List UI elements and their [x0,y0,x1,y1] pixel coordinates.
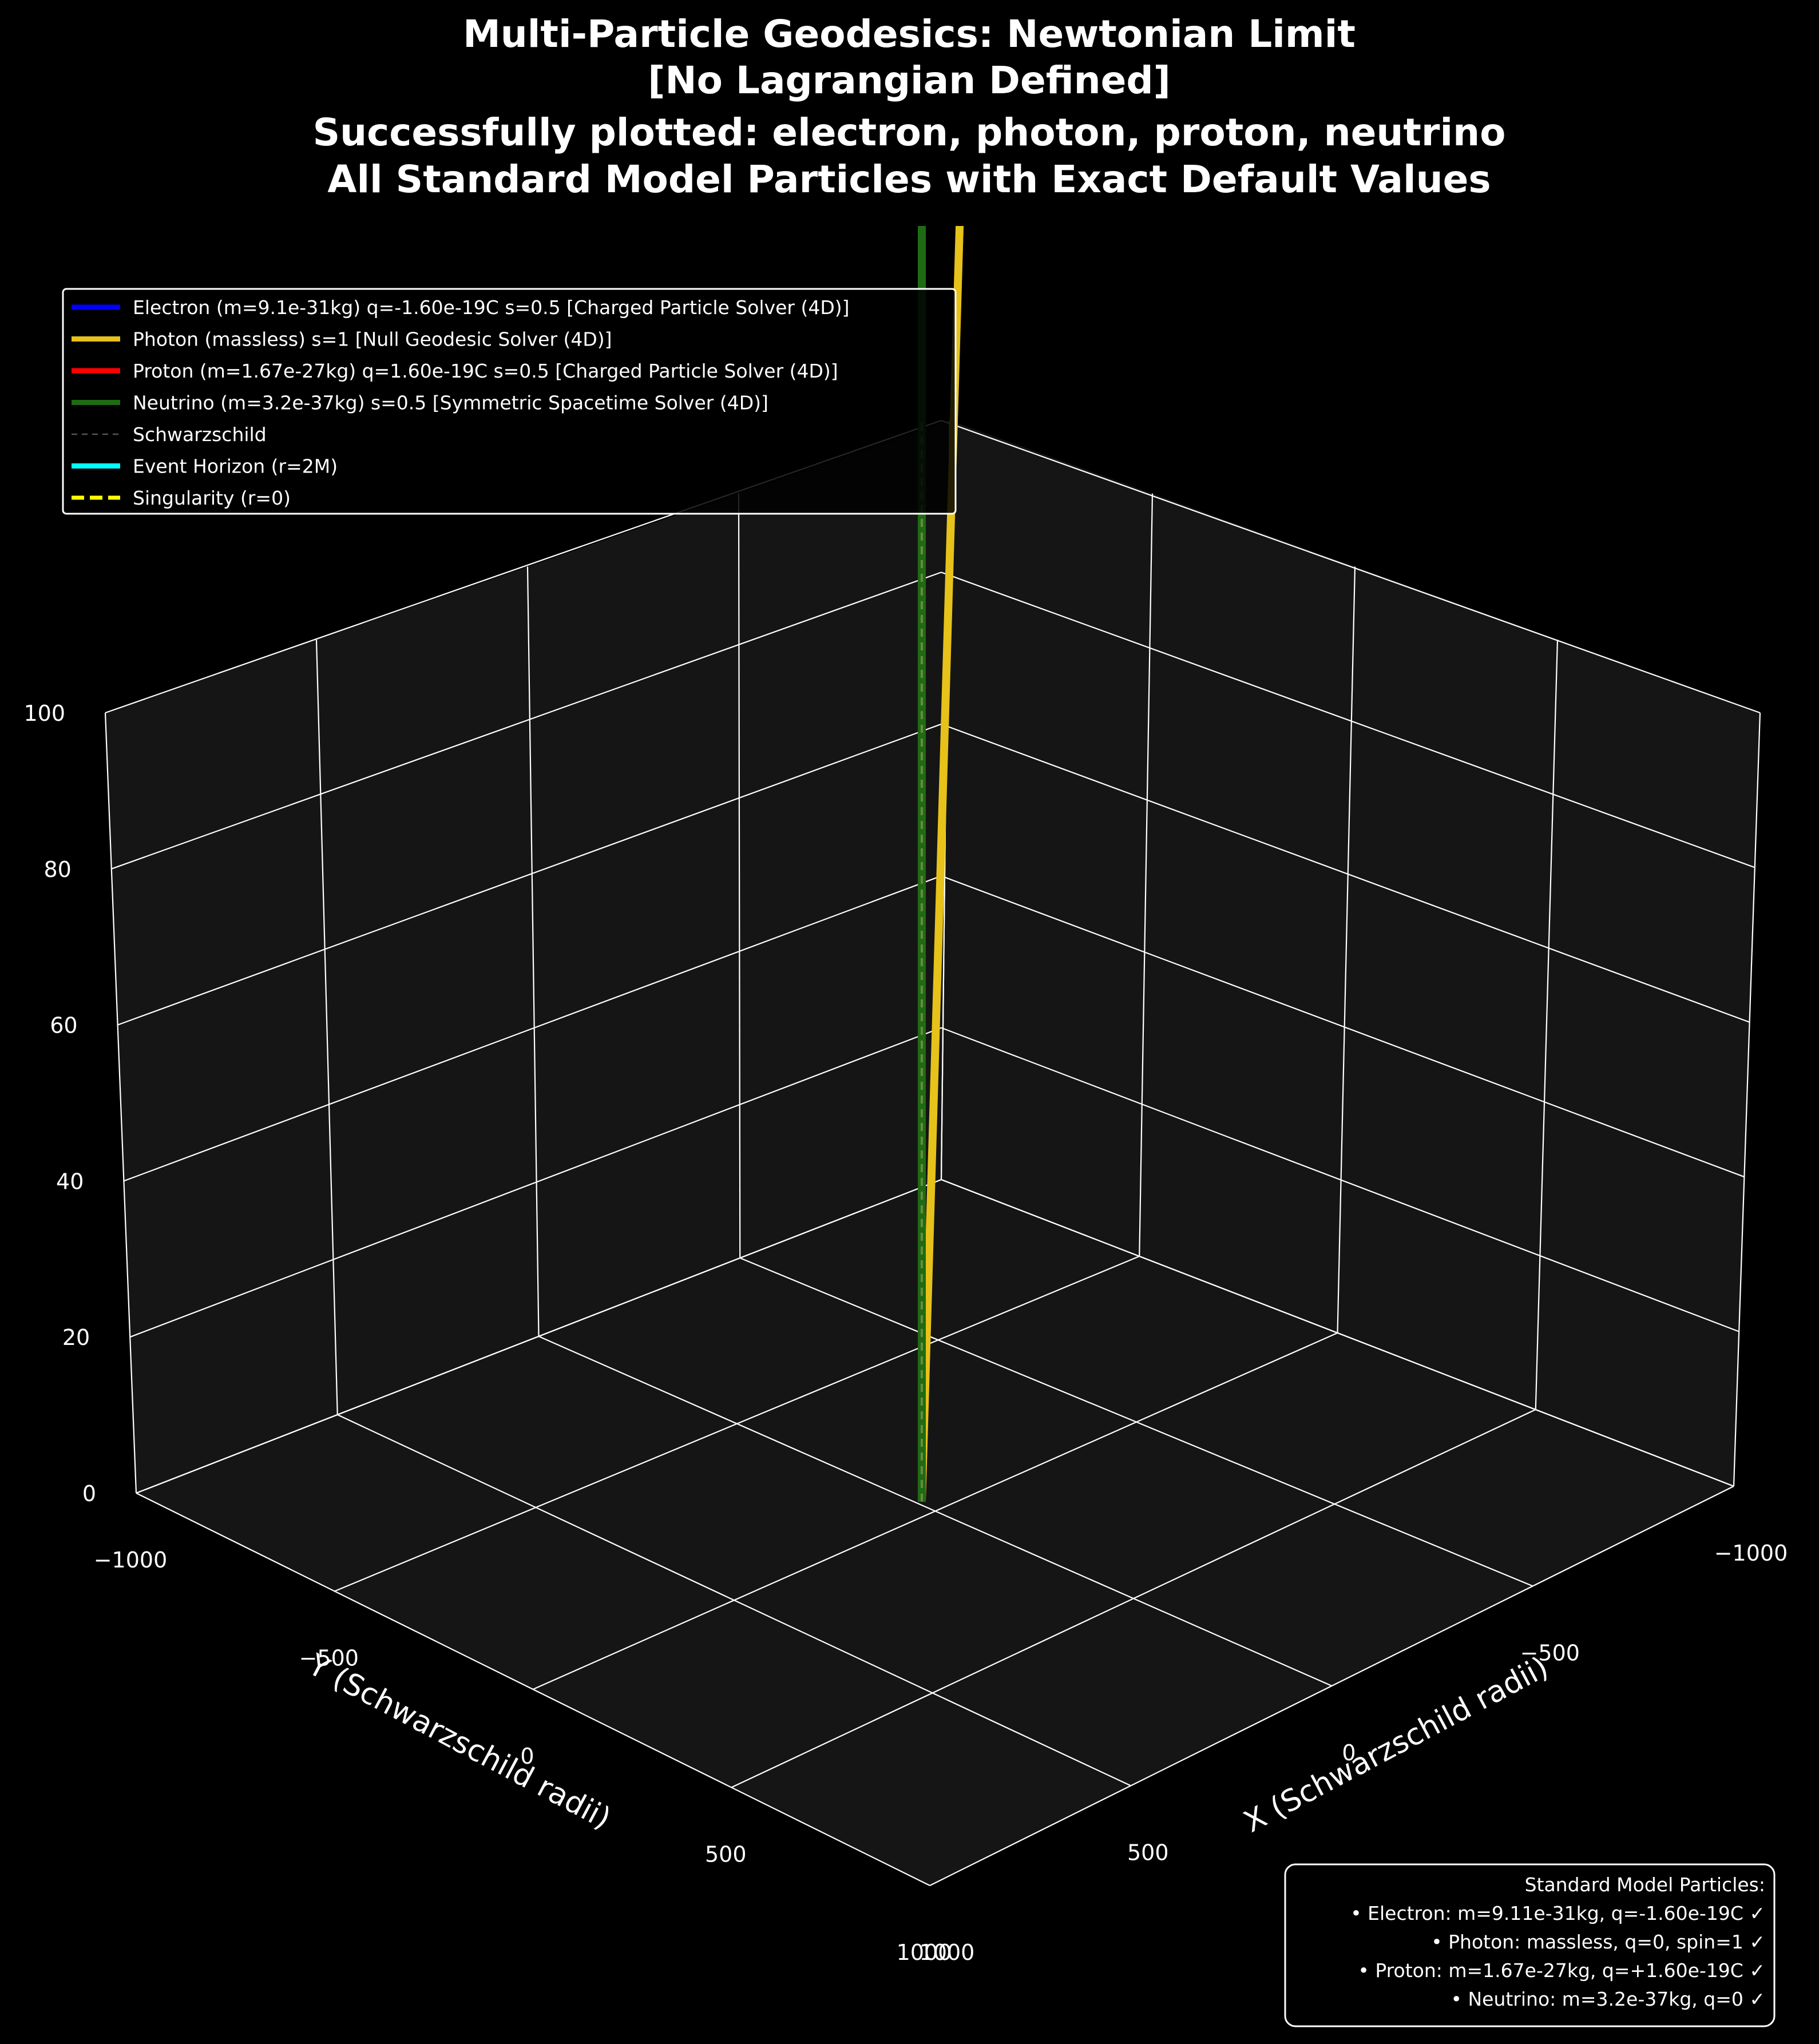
x-tick-label: 0 [1342,1740,1356,1765]
z-tick-label: 0 [82,1481,96,1506]
y-tick-label: 1000 [897,1940,952,1965]
info-box-line: Standard Model Particles: [1525,1874,1765,1896]
legend-entries: Electron (m=9.1e-31kg) q=-1.60e-19C s=0.… [72,296,850,509]
right-wall-pane [941,420,1760,1486]
x-tick-label: 1000 [920,1940,975,1965]
legend-label: Photon (massless) s=1 [Null Geodesic Sol… [133,328,612,351]
y-tick-label: −1000 [94,1547,168,1573]
legend-label: Event Horizon (r=2M) [133,455,338,478]
floor-gridline-y [731,1409,1536,1788]
chart-title: Multi-Particle Geodesics: Newtonian Limi… [313,12,1506,201]
z-tick-label: 80 [43,857,71,882]
z-tick-label: 20 [62,1325,90,1350]
left-wall-gridline-z [124,875,942,1182]
x-tick-label: −500 [1520,1641,1580,1666]
legend-label: Singularity (r=0) [133,487,291,509]
x-tick-label: 500 [1127,1840,1169,1866]
info-box-line: • Neutrino: m=3.2e-37kg, q=0 ✓ [1451,1988,1766,2010]
title-line-2: [No Lagrangian Defined] [648,58,1171,102]
y-tick-label: 0 [520,1744,534,1769]
left-wall-gridline-vertical [526,566,540,1337]
right-wall-gridline-vertical [1535,640,1559,1410]
axis-tick-labels: 0 20 40 60 80 100 −1000 −500 0 500 1000 −1000 −500 0 5… [23,701,1788,1965]
z-tick-label: 60 [50,1013,77,1038]
info-box-frame [1284,1863,1776,2027]
legend-label: Electron (m=9.1e-31kg) q=-1.60e-19C s=0.… [133,296,850,319]
series-lines [918,226,964,1502]
floor-gridline-y [929,1486,1734,1886]
legend-label: Schwarzschild [133,423,267,446]
left-wall-gridline-z [117,723,942,1026]
right-wall-gridline-z [941,419,1761,714]
right-wall-gridline-vertical [1337,566,1356,1333]
floor-pane [136,1180,1734,1886]
left-wall-gridline-z [136,1178,942,1494]
right-wall-gridline-z [941,1027,1739,1332]
legend-frame [62,288,957,515]
legend-label: Proton (m=1.67e-27kg) q=1.60e-19C s=0.5 … [133,360,838,382]
left-wall-gridline-vertical [738,493,741,1259]
y-tick-label: −500 [299,1646,359,1671]
info-box-lines: Standard Model Particles: • Electron: m=9… [1350,1874,1765,2010]
info-box-line: • Photon: massless, q=0, spin=1 ✓ [1431,1931,1765,1953]
title-line-4: All Standard Model Particles with Exact … [327,157,1491,201]
left-wall-gridline-z [111,571,942,870]
right-wall-gridline-vertical [1733,712,1761,1487]
right-wall-gridline-z [941,875,1745,1178]
y-tick-label: 500 [705,1842,747,1867]
floor-gridline-y [533,1332,1338,1690]
left-wall-gridline-vertical [104,712,137,1494]
info-box: Standard Model Particles: • Electron: m=9… [1284,1863,1776,2027]
z-tick-label: 40 [56,1169,84,1194]
left-wall-gridline-vertical [315,640,338,1415]
right-wall-gridline-vertical [1139,493,1154,1257]
legend-label: Neutrino (m=3.2e-37kg) s=0.5 [Symmetric … [133,392,768,414]
title-line-1: Multi-Particle Geodesics: Newtonian Limi… [463,12,1356,56]
floor-gridline-x [739,1257,1533,1587]
right-wall-gridline-z [941,1178,1734,1487]
right-wall-gridline-z [941,571,1755,868]
info-box-line: • Electron: m=9.11e-31kg, q=-1.60e-19C ✓ [1350,1902,1765,1924]
title-line-3: Successfully plotted: electron, photon, … [313,110,1506,154]
data-lines [918,226,964,1502]
left-wall-gridline-z [129,1027,942,1338]
right-wall-gridline-z [941,723,1750,1023]
z-tick-label: 100 [23,701,65,726]
series-line-0 [918,226,964,1502]
info-box-line: • Proton: m=1.67e-27kg, q=+1.60e-19C ✓ [1358,1959,1765,1982]
x-tick-label: −1000 [1714,1541,1788,1566]
legend: Electron (m=9.1e-31kg) q=-1.60e-19C s=0.… [62,288,957,515]
